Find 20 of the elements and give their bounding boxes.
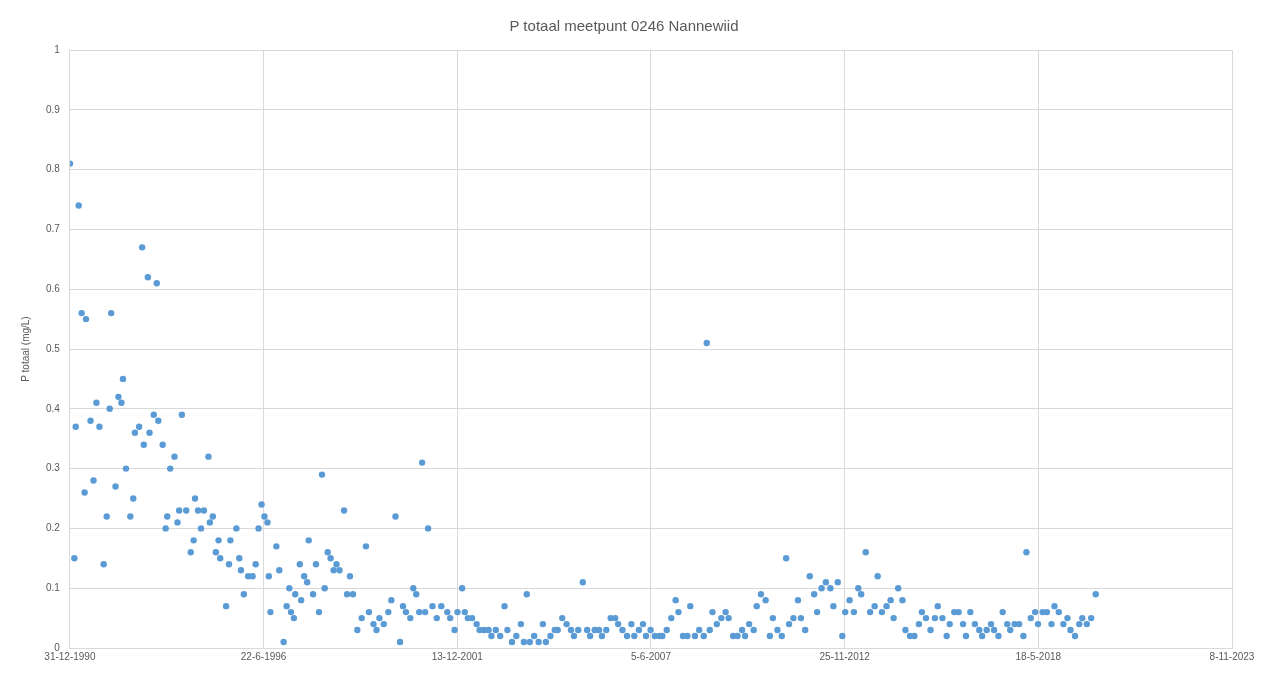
y-tick-label: 0.2 [46, 522, 61, 534]
x-tick-label: 25-11-2012 [819, 650, 871, 662]
y-tick-label: 0.3 [46, 462, 61, 474]
y-axis-title: P totaal (mg/L) [19, 316, 31, 382]
chart-title: P totaal meetpunt 0246 Nannewiid [509, 17, 739, 35]
x-tick-label: 31-12-1990 [44, 650, 96, 662]
x-tick-label: 18-5-2018 [1015, 650, 1062, 662]
y-tick-label: 0.9 [46, 103, 61, 115]
y-tick-label: 0 [54, 641, 61, 653]
y-tick-label: 0.8 [46, 163, 61, 175]
x-tick-label: 22-6-1996 [240, 650, 287, 662]
y-tick-label: 0.5 [46, 342, 61, 354]
y-tick-label: 0.1 [46, 581, 61, 593]
x-tick-label: 5-6-2007 [630, 650, 672, 662]
y-tick-label: 0.4 [46, 402, 61, 414]
x-tick-label: 8-11-2023 [1209, 650, 1255, 662]
y-tick-label: 0.6 [46, 282, 61, 294]
y-tick-label: 0.7 [46, 223, 61, 235]
x-tick-label: 13-12-2001 [431, 650, 484, 662]
y-tick-label: 1 [54, 43, 61, 55]
